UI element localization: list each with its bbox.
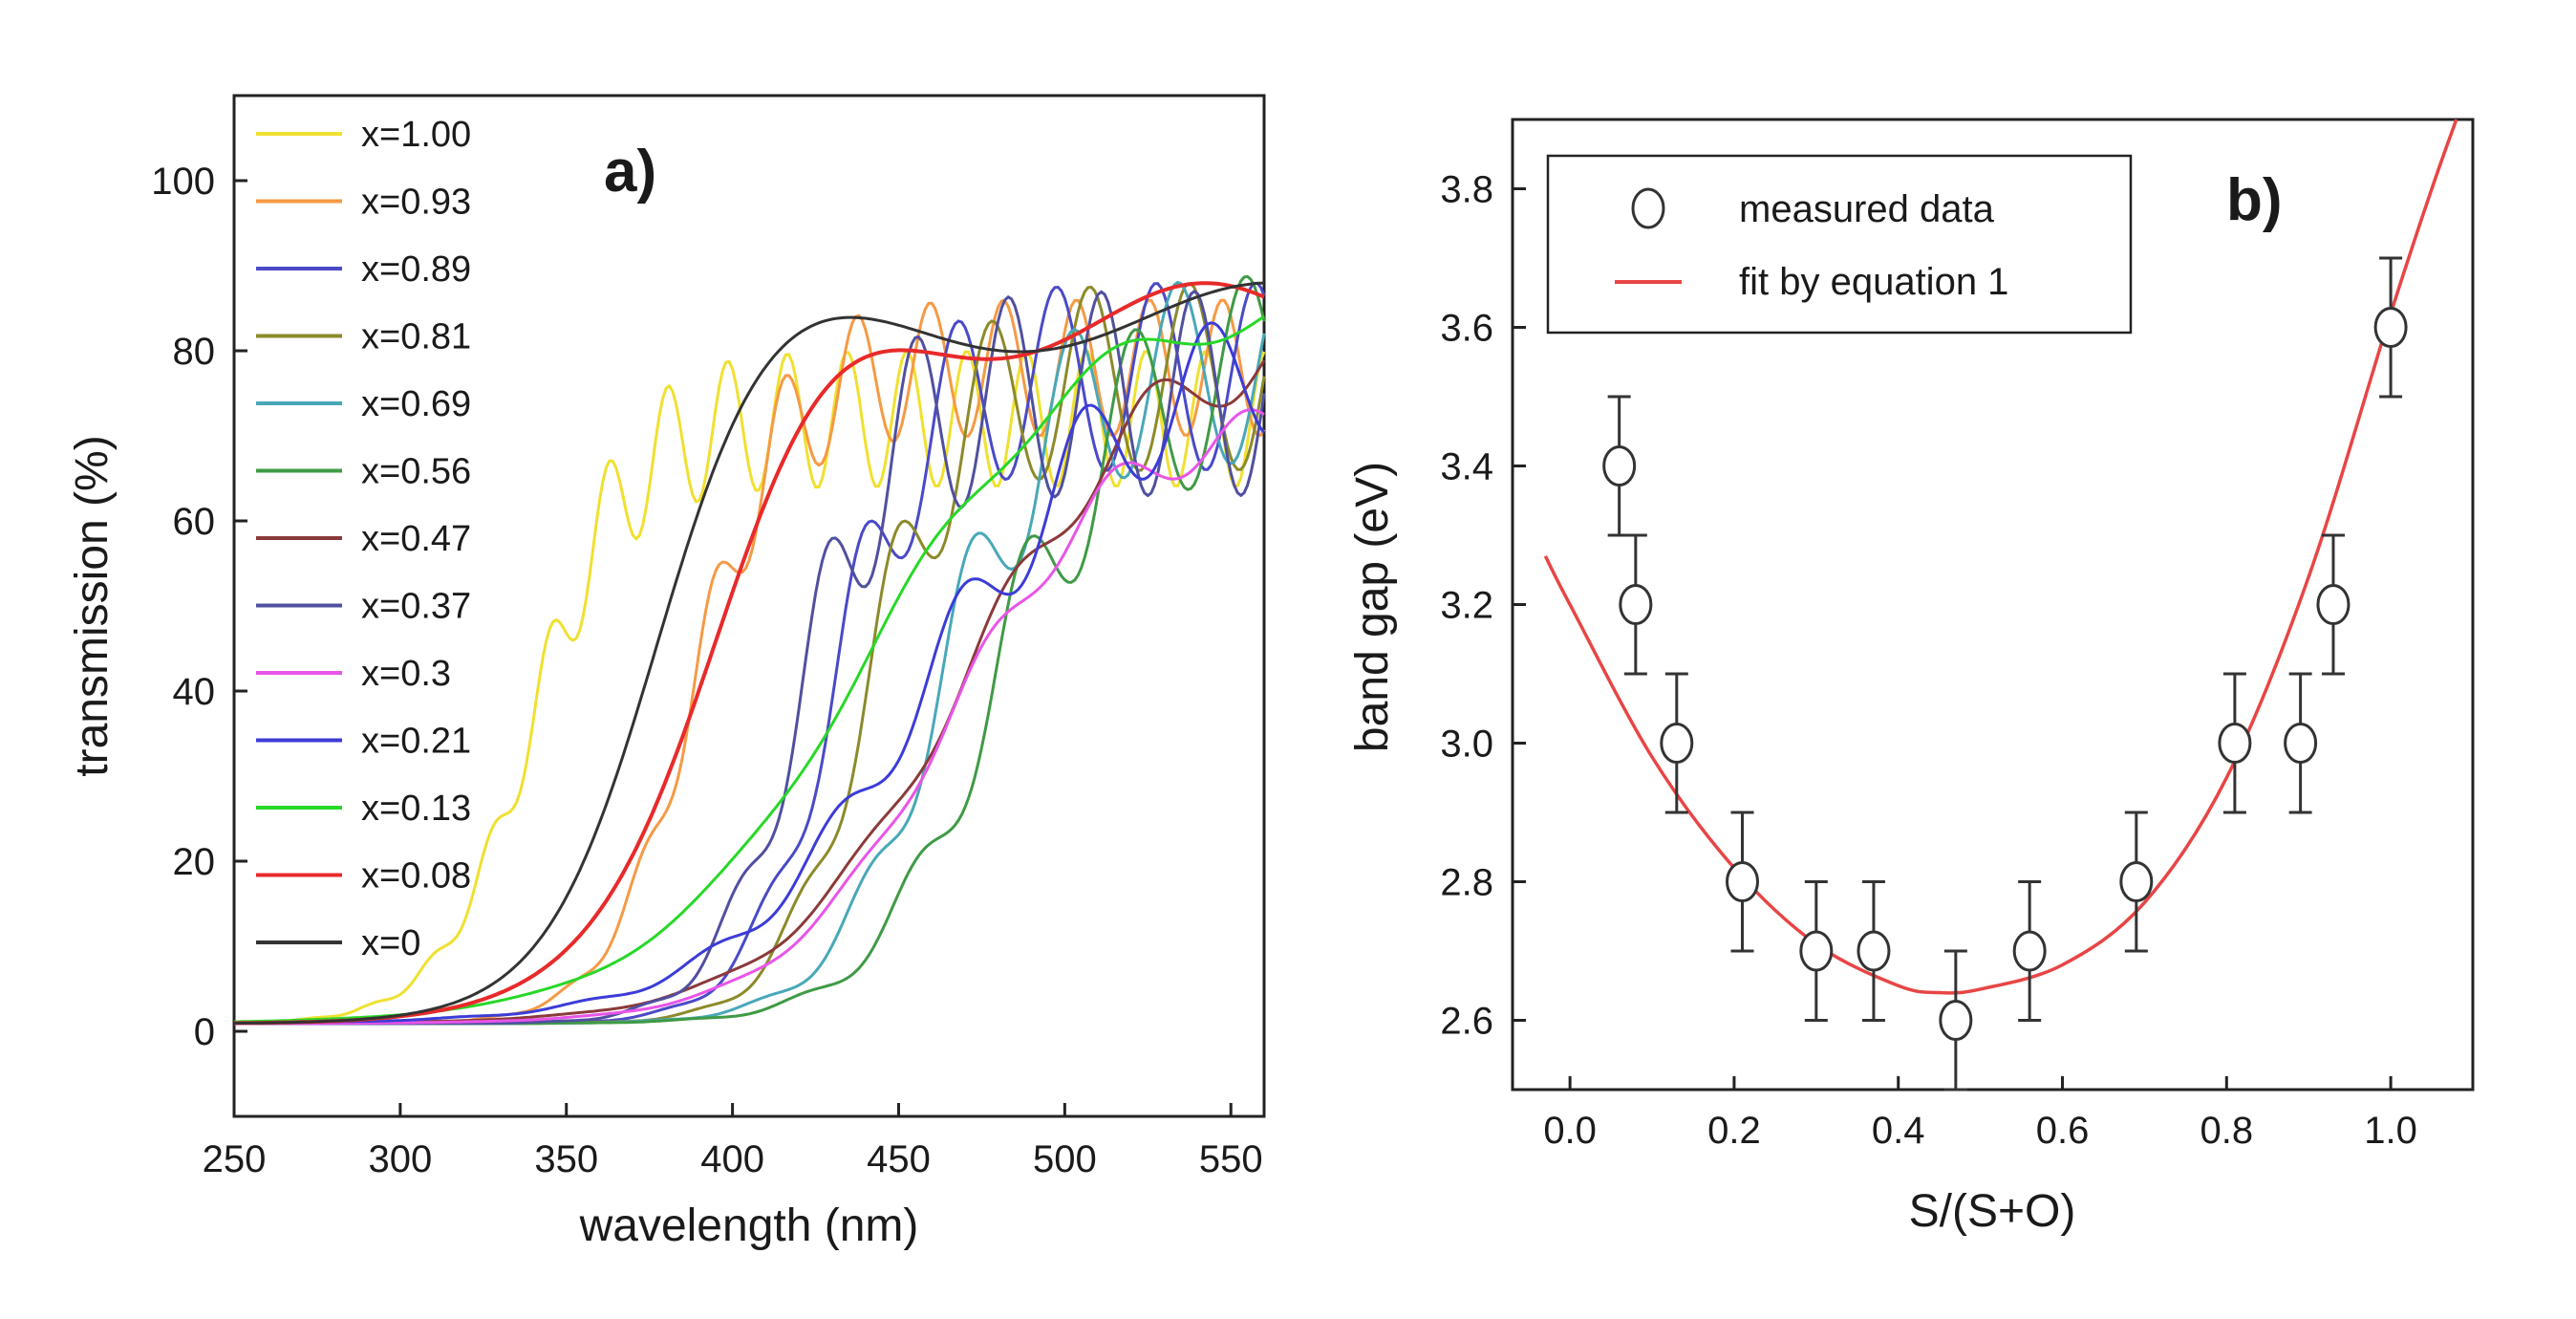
a-ytick-label: 60 xyxy=(173,501,216,543)
a-legend-label: x=0.21 xyxy=(361,722,471,762)
panel-b-ticks xyxy=(1513,187,2393,1090)
b-data-point xyxy=(1619,533,1653,676)
b-marker xyxy=(1939,1000,1973,1041)
b-marker xyxy=(2316,584,2351,625)
b-marker xyxy=(2373,307,2408,348)
panel-b-fit xyxy=(1543,119,2458,995)
a-xtick-label: 300 xyxy=(368,1138,432,1180)
b-ytick-label: 2.6 xyxy=(1440,1001,1493,1043)
a-xtick-label: 250 xyxy=(203,1138,267,1180)
b-data-point xyxy=(1726,811,1760,953)
a-legend-label: x=0.37 xyxy=(361,587,471,627)
b-ytick-label: 3.6 xyxy=(1440,308,1493,350)
panel-a-ylabel: transmission (%) xyxy=(67,435,118,776)
a-legend-label: x=0 xyxy=(361,923,420,963)
b-xtick-label: 0.8 xyxy=(2200,1110,2254,1152)
b-marker xyxy=(1619,584,1653,625)
a-legend-label: x=0.47 xyxy=(361,519,471,559)
a-legend-label: x=1.00 xyxy=(361,115,471,155)
a-legend-label: x=0.56 xyxy=(361,452,471,492)
b-ytick-label: 3.4 xyxy=(1440,446,1493,488)
b-data-point xyxy=(1857,880,1891,1022)
a-legend-label: x=0.3 xyxy=(361,654,451,694)
b-data-point xyxy=(2284,672,2318,814)
a-xtick-label: 500 xyxy=(1033,1138,1097,1180)
panel-b-tag: b) xyxy=(2226,167,2283,233)
panel-a-tick-labels: 250 300 350 400 450 500 550 0 20 40 60 80 100 xyxy=(151,161,1262,1180)
panel-b-tick-labels: 0.0 0.2 0.4 0.6 0.8 1.0 2.6 2.8 3.0 3.2 3.4 3.6 3.8 xyxy=(1440,169,2417,1153)
panel-b-legend: measured data fit by equation 1 xyxy=(1546,154,2133,335)
b-data-point xyxy=(2373,256,2408,399)
a-legend-label: x=0.08 xyxy=(361,856,471,897)
a-ytick-label: 100 xyxy=(151,161,215,203)
panel-a-xlabel: wavelength (nm) xyxy=(579,1200,919,1251)
panel-a-ticks xyxy=(232,179,1233,1116)
a-xtick-label: 450 xyxy=(867,1138,931,1180)
b-ytick-label: 3.8 xyxy=(1440,169,1493,211)
a-series-line-8 xyxy=(234,408,1265,1026)
legend-measured-label: measured data xyxy=(1739,188,1995,230)
b-marker xyxy=(1857,930,1891,972)
b-xtick-label: 1.0 xyxy=(2364,1110,2417,1152)
panel-a-tag: a) xyxy=(604,139,656,205)
a-ytick-label: 80 xyxy=(173,331,216,373)
a-legend-label: x=0.89 xyxy=(361,249,471,290)
b-marker xyxy=(2119,861,2154,902)
a-series-line-9 xyxy=(234,321,1266,1025)
b-xtick-label: 0.6 xyxy=(2036,1110,2090,1152)
a-ytick-label: 40 xyxy=(173,671,216,713)
panel-a-plot-area xyxy=(232,94,1266,1118)
panel-b-ylabel: band gap (eV) xyxy=(1347,462,1398,752)
b-ytick-label: 3.0 xyxy=(1440,724,1493,766)
b-xtick-label: 0.4 xyxy=(1872,1110,1925,1152)
b-data-point xyxy=(1939,949,1973,1092)
panel-a-legend: x=1.00 x=0.93 x=0.89 x=0.81 x=0.69 x=0.56 x=0.… xyxy=(256,115,471,963)
b-data-point xyxy=(2012,880,2047,1022)
b-data-point xyxy=(2119,811,2154,953)
b-data-point xyxy=(1799,880,1834,1022)
b-data-point xyxy=(1660,672,1694,814)
panel-a-curves xyxy=(233,274,1266,1026)
b-ytick-label: 2.8 xyxy=(1440,862,1493,904)
a-xtick-label: 400 xyxy=(700,1138,764,1180)
b-xtick-label: 0.2 xyxy=(1707,1110,1761,1152)
a-ytick-label: 0 xyxy=(194,1011,215,1053)
a-legend-label: x=0.69 xyxy=(361,384,471,424)
a-ytick-label: 20 xyxy=(173,841,216,883)
a-legend-label: x=0.81 xyxy=(361,317,471,357)
b-data-point xyxy=(2316,533,2351,676)
panel-b-legend-box xyxy=(1546,154,2133,335)
b-marker xyxy=(2218,723,2252,764)
b-data-point xyxy=(2218,672,2252,814)
b-marker xyxy=(1660,723,1694,764)
legend-measured-marker xyxy=(1631,187,1665,229)
panel-b-points xyxy=(1602,256,2408,1092)
b-xtick-label: 0.0 xyxy=(1543,1110,1597,1152)
b-marker xyxy=(1726,861,1760,902)
b-ytick-label: 3.2 xyxy=(1440,585,1493,627)
b-marker xyxy=(2284,723,2318,764)
legend-fit-label: fit by equation 1 xyxy=(1739,261,2008,303)
b-marker xyxy=(1602,445,1637,487)
a-xtick-label: 550 xyxy=(1199,1138,1263,1180)
b-fit-curve xyxy=(1543,119,2458,995)
b-marker xyxy=(1799,930,1834,972)
panel-b-xlabel: S/(S+O) xyxy=(1909,1186,2076,1237)
a-series-line-12 xyxy=(234,281,1265,1025)
a-legend-label: x=0.13 xyxy=(361,789,471,829)
b-marker xyxy=(2012,930,2047,972)
a-xtick-label: 350 xyxy=(534,1138,598,1180)
a-legend-label: x=0.93 xyxy=(361,183,471,223)
